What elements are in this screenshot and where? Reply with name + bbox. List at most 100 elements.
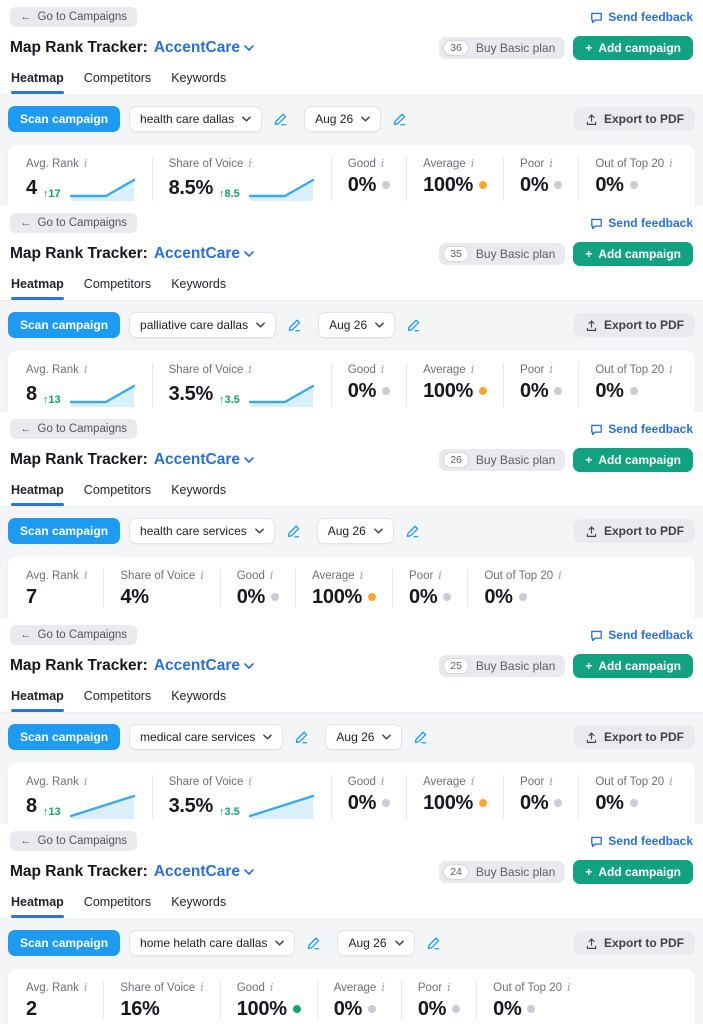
edit-keyword-pencil-icon[interactable] xyxy=(271,110,290,129)
info-icon[interactable]: i xyxy=(567,981,571,994)
edit-date-pencil-icon[interactable] xyxy=(424,934,443,953)
info-icon[interactable]: i xyxy=(558,569,562,582)
buy-basic-plan-button[interactable]: 26 Buy Basic plan xyxy=(439,449,566,471)
scan-campaign-button[interactable]: Scan campaign xyxy=(8,518,121,544)
info-icon[interactable]: i xyxy=(83,363,88,376)
send-feedback-link[interactable]: Send feedback xyxy=(590,422,693,436)
edit-date-pencil-icon[interactable] xyxy=(403,522,422,541)
export-to-pdf-button[interactable]: Export to PDF xyxy=(574,313,695,337)
keyword-select[interactable]: palliative care dallas xyxy=(129,312,277,338)
go-to-campaigns-button[interactable]: ← Go to Campaigns xyxy=(10,213,137,233)
info-icon[interactable]: i xyxy=(269,569,274,582)
info-icon[interactable]: i xyxy=(669,363,673,376)
info-icon[interactable]: i xyxy=(380,363,385,376)
edit-date-pencil-icon[interactable] xyxy=(411,728,430,747)
keyword-select[interactable]: home helath care dallas xyxy=(129,930,296,956)
info-icon[interactable]: i xyxy=(83,157,88,170)
tab[interactable]: Competitors xyxy=(83,689,152,703)
info-icon[interactable]: i xyxy=(269,981,274,994)
tab[interactable]: Competitors xyxy=(83,277,152,291)
info-icon[interactable]: i xyxy=(248,157,252,170)
tab[interactable]: Competitors xyxy=(83,895,152,909)
send-feedback-link[interactable]: Send feedback xyxy=(590,216,693,230)
buy-basic-plan-button[interactable]: 25 Buy Basic plan xyxy=(439,655,566,677)
info-icon[interactable]: i xyxy=(380,157,385,170)
info-icon[interactable]: i xyxy=(200,569,204,582)
info-icon[interactable]: i xyxy=(470,363,475,376)
info-icon[interactable]: i xyxy=(380,775,385,788)
account-dropdown[interactable]: AccentCare xyxy=(154,451,254,469)
info-icon[interactable]: i xyxy=(669,775,673,788)
account-dropdown[interactable]: AccentCare xyxy=(154,657,254,675)
tab[interactable]: Keywords xyxy=(171,483,227,497)
info-icon[interactable]: i xyxy=(549,157,553,170)
date-select[interactable]: Aug 26 xyxy=(325,724,403,750)
keyword-select[interactable]: health care dallas xyxy=(129,106,263,132)
info-icon[interactable]: i xyxy=(359,569,364,582)
info-icon[interactable]: i xyxy=(549,363,553,376)
info-icon[interactable]: i xyxy=(200,981,204,994)
tab[interactable]: Keywords xyxy=(171,689,227,703)
info-icon[interactable]: i xyxy=(447,981,451,994)
edit-keyword-pencil-icon[interactable] xyxy=(304,934,323,953)
go-to-campaigns-button[interactable]: ← Go to Campaigns xyxy=(10,7,137,27)
go-to-campaigns-button[interactable]: ← Go to Campaigns xyxy=(10,419,137,439)
send-feedback-link[interactable]: Send feedback xyxy=(590,10,693,24)
scan-campaign-button[interactable]: Scan campaign xyxy=(8,312,121,338)
edit-keyword-pencil-icon[interactable] xyxy=(285,316,304,335)
tab[interactable]: Keywords xyxy=(171,277,227,291)
send-feedback-link[interactable]: Send feedback xyxy=(590,628,693,642)
info-icon[interactable]: i xyxy=(669,157,673,170)
date-select[interactable]: Aug 26 xyxy=(318,312,396,338)
tab[interactable]: Competitors xyxy=(83,483,152,497)
buy-basic-plan-button[interactable]: 35 Buy Basic plan xyxy=(439,243,566,265)
buy-basic-plan-button[interactable]: 36 Buy Basic plan xyxy=(439,37,566,59)
scan-campaign-button[interactable]: Scan campaign xyxy=(8,930,121,956)
buy-basic-plan-button[interactable]: 24 Buy Basic plan xyxy=(439,861,566,883)
account-dropdown[interactable]: AccentCare xyxy=(154,245,254,263)
info-icon[interactable]: i xyxy=(83,569,88,582)
tab[interactable]: Heatmap xyxy=(11,895,64,918)
add-campaign-button[interactable]: + Add campaign xyxy=(573,860,693,884)
info-icon[interactable]: i xyxy=(470,775,475,788)
date-select[interactable]: Aug 26 xyxy=(316,518,394,544)
edit-date-pencil-icon[interactable] xyxy=(390,110,409,129)
info-icon[interactable]: i xyxy=(83,981,88,994)
export-to-pdf-button[interactable]: Export to PDF xyxy=(574,107,695,131)
edit-date-pencil-icon[interactable] xyxy=(404,316,423,335)
info-icon[interactable]: i xyxy=(248,775,252,788)
account-dropdown[interactable]: AccentCare xyxy=(154,863,254,881)
keyword-select[interactable]: medical care services xyxy=(129,724,284,750)
tab[interactable]: Competitors xyxy=(83,71,152,85)
export-to-pdf-button[interactable]: Export to PDF xyxy=(574,931,695,955)
info-icon[interactable]: i xyxy=(381,981,385,994)
account-dropdown[interactable]: AccentCare xyxy=(154,39,254,57)
info-icon[interactable]: i xyxy=(248,363,252,376)
add-campaign-button[interactable]: + Add campaign xyxy=(573,654,693,678)
tab[interactable]: Heatmap xyxy=(11,483,64,506)
tab[interactable]: Keywords xyxy=(171,895,227,909)
go-to-campaigns-button[interactable]: ← Go to Campaigns xyxy=(10,625,137,645)
scan-campaign-button[interactable]: Scan campaign xyxy=(8,106,121,132)
tab[interactable]: Heatmap xyxy=(11,277,64,300)
export-to-pdf-button[interactable]: Export to PDF xyxy=(574,725,695,749)
tab[interactable]: Keywords xyxy=(171,71,227,85)
info-icon[interactable]: i xyxy=(470,157,475,170)
tab[interactable]: Heatmap xyxy=(11,71,64,94)
date-select[interactable]: Aug 26 xyxy=(337,930,415,956)
date-select[interactable]: Aug 26 xyxy=(304,106,382,132)
send-feedback-link[interactable]: Send feedback xyxy=(590,834,693,848)
add-campaign-button[interactable]: + Add campaign xyxy=(573,242,693,266)
keyword-select[interactable]: health care services xyxy=(129,518,275,544)
export-to-pdf-button[interactable]: Export to PDF xyxy=(574,519,695,543)
info-icon[interactable]: i xyxy=(549,775,553,788)
go-to-campaigns-button[interactable]: ← Go to Campaigns xyxy=(10,831,137,851)
add-campaign-button[interactable]: + Add campaign xyxy=(573,448,693,472)
add-campaign-button[interactable]: + Add campaign xyxy=(573,36,693,60)
edit-keyword-pencil-icon[interactable] xyxy=(292,728,311,747)
edit-keyword-pencil-icon[interactable] xyxy=(284,522,303,541)
info-icon[interactable]: i xyxy=(83,775,88,788)
tab[interactable]: Heatmap xyxy=(11,689,64,712)
scan-campaign-button[interactable]: Scan campaign xyxy=(8,724,121,750)
info-icon[interactable]: i xyxy=(438,569,442,582)
